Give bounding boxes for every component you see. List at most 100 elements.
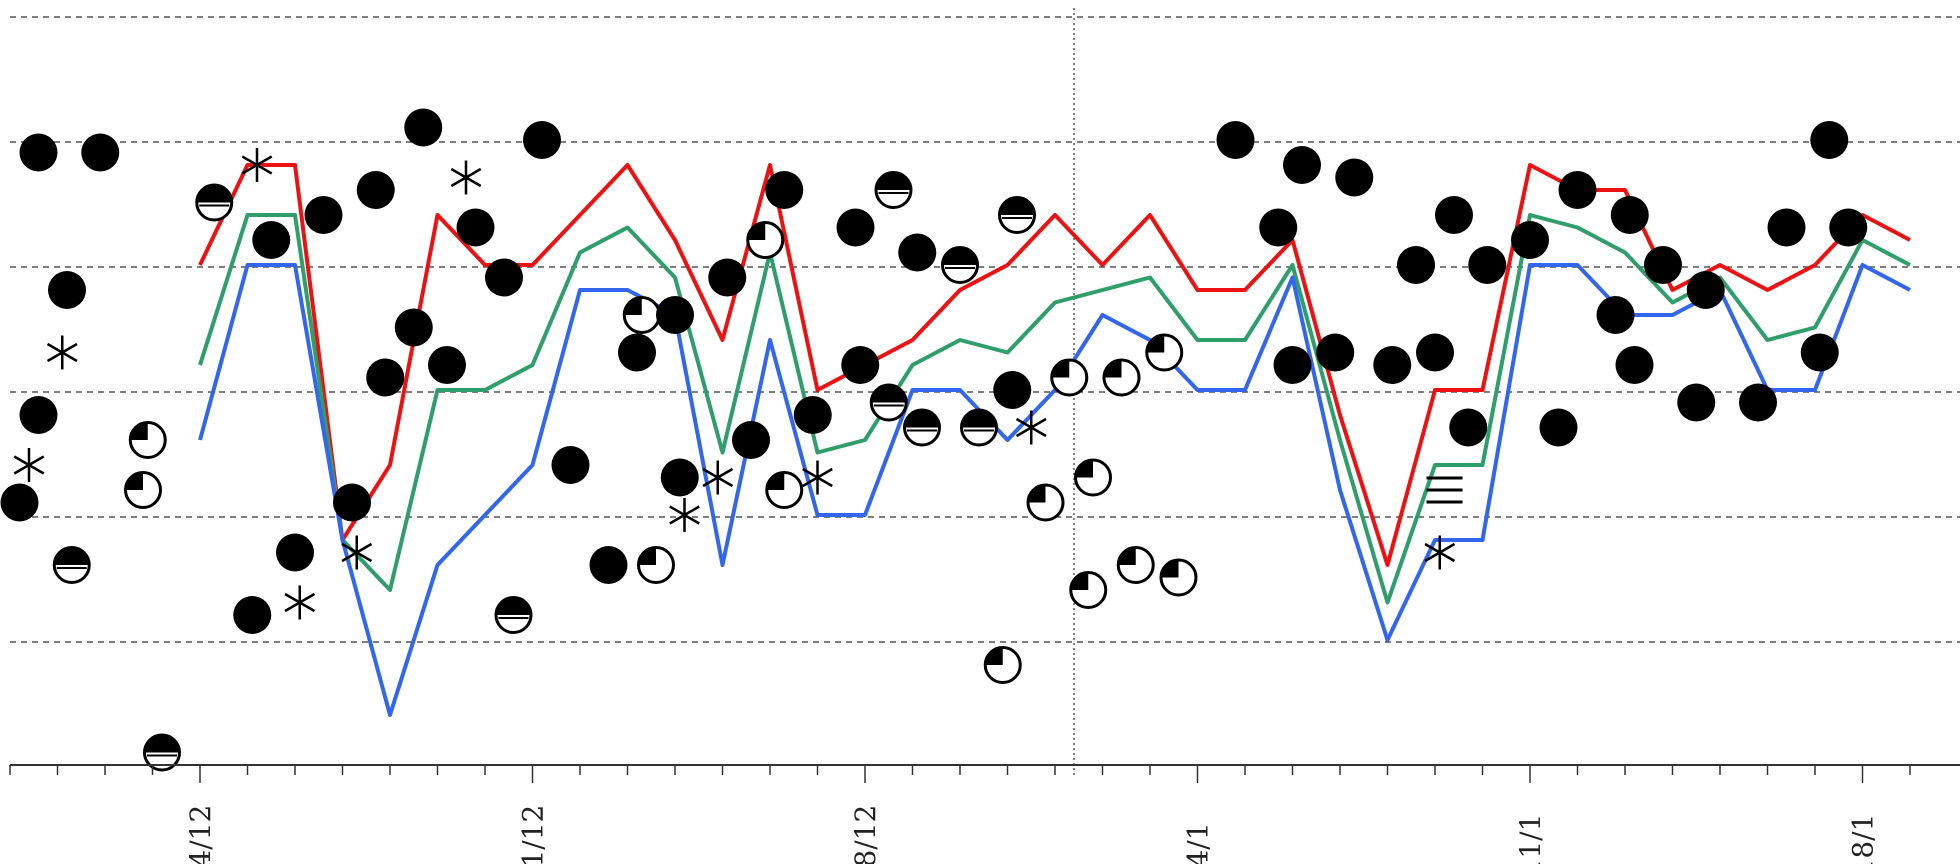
marker-full <box>1316 333 1355 372</box>
marker-full <box>1739 383 1777 422</box>
marker-half <box>960 408 998 447</box>
series-line <box>198 163 1911 567</box>
marker-asterisk <box>46 335 78 370</box>
marker-half <box>195 183 234 222</box>
marker-full <box>1511 221 1549 259</box>
marker-full <box>1610 196 1649 234</box>
marker-half <box>494 596 533 634</box>
marker-full <box>19 133 58 172</box>
marker-full <box>1449 408 1488 447</box>
marker-full <box>1216 121 1255 159</box>
marker-quarter <box>1069 571 1108 609</box>
marker-quarter <box>983 646 1022 684</box>
marker-full <box>0 483 39 522</box>
marker-full <box>1558 171 1597 209</box>
marker-bars <box>1426 476 1463 504</box>
marker-full <box>898 233 937 272</box>
marker-full <box>1373 346 1412 384</box>
marker-full <box>1767 208 1806 247</box>
marker-full <box>1800 333 1839 372</box>
marker-full <box>1468 246 1507 284</box>
marker-full <box>1397 246 1435 284</box>
marker-asterisk <box>669 498 700 532</box>
marker-full <box>1829 208 1868 247</box>
marker-quarter <box>746 221 785 259</box>
marker-half <box>998 196 1036 234</box>
marker-full <box>1435 196 1473 234</box>
marker-asterisk <box>1015 410 1047 445</box>
marker-full <box>1539 408 1578 447</box>
series-line <box>198 213 1911 605</box>
marker-full <box>660 458 699 497</box>
marker-full <box>1644 246 1682 284</box>
marker-full <box>19 396 58 434</box>
marker-quarter <box>1145 333 1184 372</box>
marker-full <box>394 308 433 347</box>
x-tick-label: 11/1 <box>1514 814 1547 864</box>
marker-quarter <box>1074 458 1112 497</box>
x-tick-label: 18/1 <box>1847 814 1880 864</box>
marker-asterisk <box>284 585 316 620</box>
marker-quarter <box>637 546 675 584</box>
marker-full <box>304 196 343 234</box>
marker-full <box>1273 346 1312 384</box>
x-tick-label: 4/1 <box>1182 822 1215 864</box>
marker-asterisk <box>802 460 833 495</box>
marker-full <box>656 296 694 334</box>
marker-full <box>233 596 272 634</box>
marker-full <box>1283 146 1321 184</box>
marker-full <box>708 258 747 297</box>
marker-full <box>485 258 523 297</box>
marker-full <box>48 271 86 309</box>
marker-asterisk <box>450 160 482 195</box>
marker-full <box>793 396 832 434</box>
marker-full <box>333 483 371 522</box>
marker-half <box>869 383 908 422</box>
marker-half <box>941 246 979 284</box>
marker-half <box>143 733 181 772</box>
marker-full <box>81 133 120 172</box>
marker-full <box>836 208 875 247</box>
marker-quarter <box>128 421 167 459</box>
marker-full <box>252 221 291 259</box>
marker-full <box>1259 208 1298 247</box>
marker-full <box>1810 121 1849 159</box>
marker-full <box>732 421 770 459</box>
marker-quarter <box>1102 358 1141 397</box>
marker-full <box>841 346 880 384</box>
marker-quarter <box>124 471 162 509</box>
x-tick-label: 28/12 <box>849 805 882 864</box>
marker-full <box>404 108 443 147</box>
marker-half <box>903 408 941 447</box>
marker-full <box>551 446 590 484</box>
marker-full <box>366 358 405 397</box>
marker-quarter <box>1026 483 1065 522</box>
x-axis: 14/12 21/12 28/12 4/1 11/1 18/1 <box>9 764 1960 864</box>
marker-full <box>765 171 804 209</box>
marker-quarter <box>1050 358 1089 397</box>
marker-asterisk <box>13 448 45 482</box>
marker-quarter <box>622 296 661 334</box>
marker-full <box>589 546 628 584</box>
marker-full <box>428 346 466 384</box>
marker-full <box>1615 346 1654 384</box>
data-markers <box>0 108 1868 772</box>
marker-asterisk <box>702 460 734 495</box>
marker-full <box>1335 158 1374 197</box>
marker-full <box>523 121 561 159</box>
marker-half <box>52 546 91 584</box>
x-tick-label: 14/12 <box>184 805 217 864</box>
marker-quarter <box>765 471 804 509</box>
marker-full <box>1686 271 1725 309</box>
marker-full <box>1677 383 1716 422</box>
x-tick-label: 21/12 <box>517 805 550 864</box>
marker-half <box>874 171 913 209</box>
marker-full <box>1416 333 1454 372</box>
marker-asterisk <box>341 535 373 570</box>
marker-full <box>276 533 314 572</box>
series-lines <box>198 163 1911 717</box>
marker-full <box>618 333 656 372</box>
marker-quarter <box>1116 546 1155 584</box>
marker-full <box>993 371 1032 409</box>
